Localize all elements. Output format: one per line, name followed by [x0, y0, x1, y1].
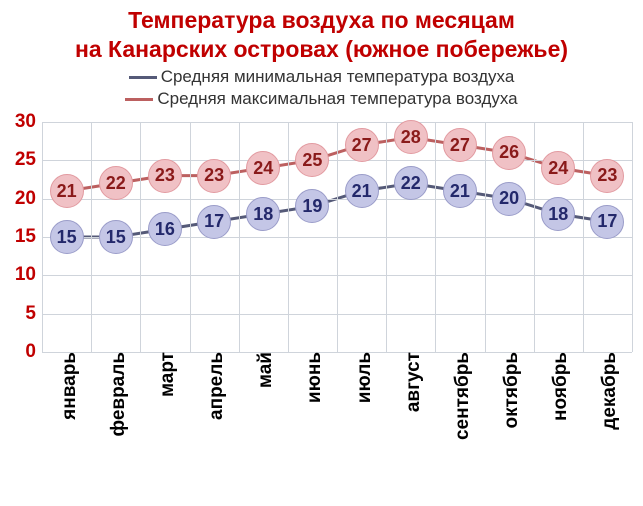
- series-min-point: 18: [246, 197, 280, 231]
- series-max-point: 28: [394, 120, 428, 154]
- series-max-point: 23: [148, 159, 182, 193]
- gridline-v: [632, 122, 633, 352]
- x-axis-label: февраль: [102, 352, 130, 437]
- x-axis-label: октябрь: [495, 352, 523, 429]
- title-line-1: Температура воздуха по месяцам: [0, 6, 643, 35]
- gridline-v: [239, 122, 240, 352]
- series-max-point: 27: [345, 128, 379, 162]
- y-axis-label: 10: [15, 264, 42, 286]
- gridline-v: [435, 122, 436, 352]
- gridline-v: [190, 122, 191, 352]
- series-min-point: 17: [197, 205, 231, 239]
- series-max-point: 21: [50, 174, 84, 208]
- gridline-v: [42, 122, 43, 352]
- y-axis-label: 15: [15, 226, 42, 248]
- series-max-point: 25: [295, 143, 329, 177]
- series-min-point: 21: [443, 174, 477, 208]
- y-axis-label: 25: [15, 149, 42, 171]
- chart-title: Температура воздуха по месяцам на Канарс…: [0, 0, 643, 64]
- series-min-point: 16: [148, 212, 182, 246]
- legend-item-min: Средняя минимальная температура воздуха: [129, 66, 515, 88]
- series-max-point: 22: [99, 166, 133, 200]
- legend: Средняя минимальная температура воздуха …: [0, 66, 643, 110]
- chart-plot-area: 051015202530январьфевральмартапрельмайию…: [42, 122, 632, 352]
- x-axis-label: сентябрь: [446, 352, 474, 440]
- series-min-point: 15: [99, 220, 133, 254]
- x-axis-label: март: [151, 352, 179, 397]
- gridline-v: [583, 122, 584, 352]
- series-min-point: 18: [541, 197, 575, 231]
- legend-swatch-max: [125, 98, 153, 101]
- x-axis-label: декабрь: [593, 352, 621, 430]
- gridline-v: [386, 122, 387, 352]
- x-axis-label: ноябрь: [544, 352, 572, 421]
- x-axis-label: апрель: [200, 352, 228, 420]
- gridline-v: [288, 122, 289, 352]
- gridline-v: [91, 122, 92, 352]
- legend-swatch-min: [129, 76, 157, 79]
- x-axis-label: июнь: [298, 352, 326, 403]
- y-axis-label: 0: [25, 341, 42, 363]
- gridline-v: [485, 122, 486, 352]
- x-axis-label: июль: [348, 352, 376, 403]
- y-axis-label: 30: [15, 111, 42, 133]
- y-axis-label: 20: [15, 188, 42, 210]
- gridline-v: [337, 122, 338, 352]
- series-min-point: 21: [345, 174, 379, 208]
- legend-item-max: Средняя максимальная температура воздуха: [125, 88, 517, 110]
- gridline-v: [140, 122, 141, 352]
- legend-label-min: Средняя минимальная температура воздуха: [161, 67, 515, 86]
- series-min-point: 19: [295, 189, 329, 223]
- x-axis-label: август: [397, 352, 425, 412]
- series-max-point: 24: [246, 151, 280, 185]
- series-max-point: 26: [492, 136, 526, 170]
- chart-container: Температура воздуха по месяцам на Канарс…: [0, 0, 643, 506]
- x-axis-label: май: [249, 352, 277, 388]
- series-max-point: 23: [590, 159, 624, 193]
- series-min-point: 22: [394, 166, 428, 200]
- x-axis-label: январь: [53, 352, 81, 420]
- y-axis-label: 5: [25, 303, 42, 325]
- series-min-point: 20: [492, 182, 526, 216]
- series-max-point: 24: [541, 151, 575, 185]
- gridline-v: [534, 122, 535, 352]
- series-min-point: 17: [590, 205, 624, 239]
- legend-label-max: Средняя максимальная температура воздуха: [157, 89, 517, 108]
- series-min-point: 15: [50, 220, 84, 254]
- series-max-point: 23: [197, 159, 231, 193]
- series-max-point: 27: [443, 128, 477, 162]
- title-line-2: на Канарских островах (южное побережье): [0, 35, 643, 64]
